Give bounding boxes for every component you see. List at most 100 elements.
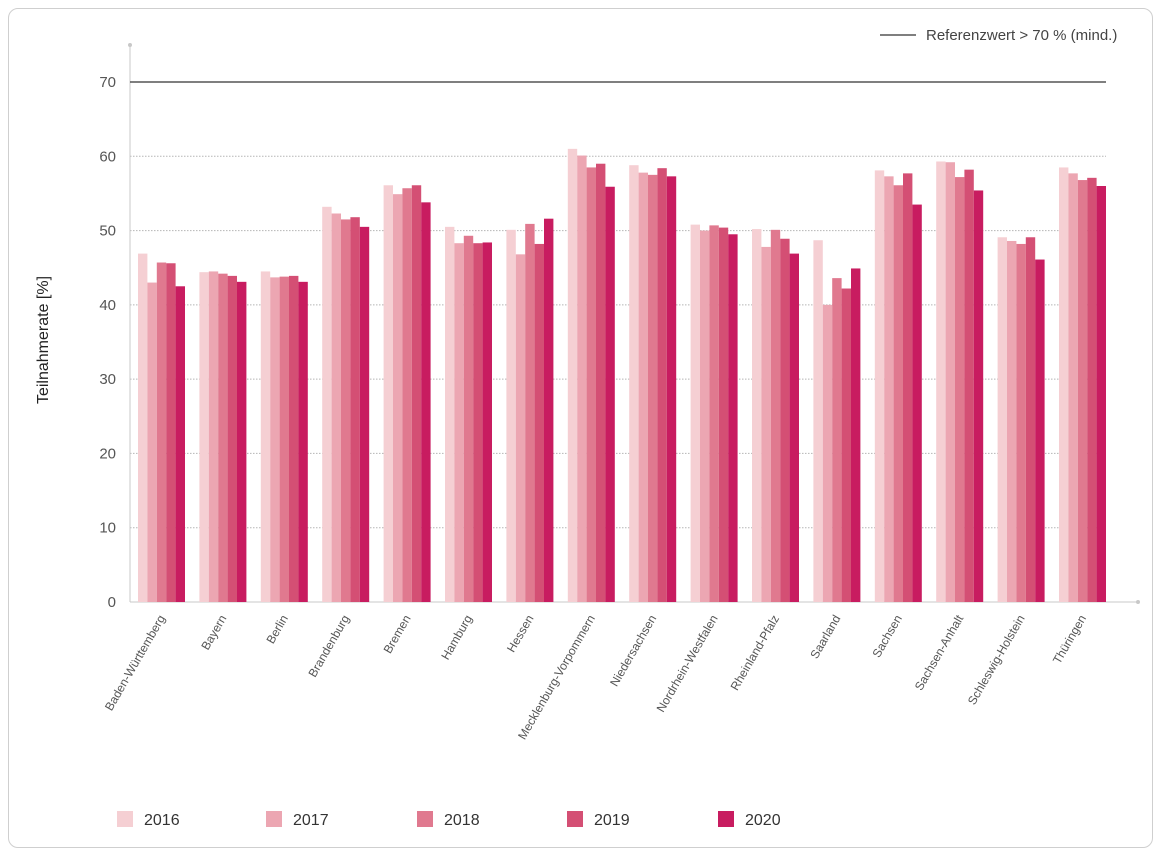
bar-2018 — [770, 229, 781, 603]
bar-2020 — [1035, 259, 1045, 602]
bar-2016 — [1059, 167, 1069, 602]
bar-2016 — [997, 237, 1007, 602]
bar-2016 — [629, 165, 639, 602]
category-labels: Baden-Württemberg Bayern Berlin Brandenburg… — [102, 612, 1089, 742]
bar-2020 — [175, 286, 185, 602]
y-axis-end-dot — [128, 43, 132, 47]
legend-label: 2018 — [444, 812, 480, 829]
bar-2020 — [728, 234, 738, 603]
bar-2018 — [402, 188, 412, 602]
legend-swatch — [266, 811, 282, 827]
bar-2017 — [270, 277, 280, 602]
x-tick-label: Rheinland-Pfalz — [728, 613, 782, 693]
legend-label: 2019 — [594, 812, 630, 829]
bar-2020 — [605, 186, 615, 602]
legend-swatch — [417, 811, 433, 827]
bar-2020 — [421, 202, 431, 603]
bar-2017 — [147, 282, 157, 602]
bar-2018 — [463, 235, 474, 602]
x-tick-label: Saarland — [807, 613, 843, 662]
y-tick-label: 30 — [99, 371, 116, 388]
bar-2016 — [567, 148, 578, 602]
bar-2019 — [411, 185, 422, 602]
legend-item: 2017 — [266, 811, 329, 829]
y-tick-label: 40 — [99, 297, 116, 314]
bar-2020 — [544, 218, 554, 602]
legend-swatch — [718, 811, 734, 827]
axes: 0 10 20 30 40 50 60 70 — [99, 43, 1140, 611]
x-tick-label: Hamburg — [438, 613, 475, 663]
bar-2017 — [761, 246, 771, 602]
bars — [138, 148, 1106, 603]
bar-2016 — [506, 229, 516, 603]
bar-2019 — [780, 238, 790, 602]
bar-2018 — [709, 225, 719, 602]
bar-2019 — [289, 275, 299, 602]
bar-2018 — [648, 174, 658, 602]
bar-2017 — [700, 230, 710, 603]
bar-2019 — [473, 243, 483, 602]
bar-2019 — [841, 288, 851, 602]
bar-2016 — [322, 206, 332, 603]
bar-2016 — [936, 161, 946, 602]
bar-2019 — [903, 173, 913, 602]
bar-2019 — [166, 263, 176, 602]
bar-2017 — [393, 194, 403, 602]
bar-2018 — [341, 219, 351, 602]
bar-2020 — [359, 226, 370, 602]
bar-2018 — [525, 223, 535, 602]
legend-item: 2016 — [117, 811, 180, 829]
y-tick-label: 60 — [99, 148, 116, 165]
y-tick-label: 50 — [99, 223, 116, 240]
bar-2018 — [893, 185, 903, 602]
x-tick-label: Berlin — [263, 613, 290, 647]
x-tick-label: Niedersachsen — [607, 613, 659, 689]
bar-2017 — [1007, 240, 1017, 602]
bar-2019 — [964, 169, 974, 602]
reference-legend: Referenzwert > 70 % (mind.) — [880, 27, 1117, 44]
bar-2020 — [482, 242, 492, 602]
x-tick-label: Schleswig-Holstein — [965, 613, 1028, 708]
bar-2017 — [1068, 173, 1078, 602]
x-tick-label: Sachsen-Anhalt — [912, 612, 967, 693]
bar-2017 — [331, 213, 341, 602]
bar-2019 — [534, 243, 544, 602]
y-axis-label: Teilnahmerate [%] — [35, 276, 52, 404]
bar-2018 — [1016, 243, 1026, 602]
bar-2019 — [227, 275, 237, 602]
bar-2016 — [690, 224, 700, 602]
bar-2018 — [279, 276, 289, 602]
bar-2019 — [1025, 237, 1036, 602]
bar-2017 — [822, 304, 833, 602]
legend-label: 2017 — [293, 812, 329, 829]
x-tick-label: Thüringen — [1050, 613, 1089, 667]
legend-swatch — [117, 811, 133, 827]
bar-2017 — [945, 162, 955, 602]
x-tick-label: Nordrhein-Westfalen — [654, 613, 721, 715]
bar-2016 — [138, 253, 148, 602]
bar-2016 — [260, 271, 271, 602]
y-tick-label: 70 — [99, 74, 116, 91]
bar-2017 — [515, 254, 526, 603]
bar-2016 — [383, 185, 393, 602]
bar-2018 — [218, 273, 228, 602]
bar-2016 — [874, 170, 885, 602]
bar-2018 — [955, 177, 965, 603]
bar-2019 — [1087, 177, 1097, 603]
bar-2016 — [445, 226, 455, 602]
bar-2017 — [454, 243, 464, 602]
bar-2018 — [156, 262, 167, 602]
x-tick-label: Brandenburg — [305, 613, 352, 680]
x-tick-label: Baden-Württemberg — [102, 613, 168, 714]
bar-2020 — [666, 176, 677, 603]
x-tick-label: Bremen — [381, 613, 414, 656]
legend-swatch — [567, 811, 583, 827]
legend-item: 2019 — [567, 811, 630, 829]
legend-item: 2018 — [417, 811, 480, 829]
bar-2020 — [789, 253, 799, 602]
bar-2016 — [752, 229, 762, 603]
x-axis-end-dot — [1136, 600, 1140, 604]
x-tick-label: Hessen — [504, 613, 536, 655]
legend-label: 2016 — [144, 812, 180, 829]
